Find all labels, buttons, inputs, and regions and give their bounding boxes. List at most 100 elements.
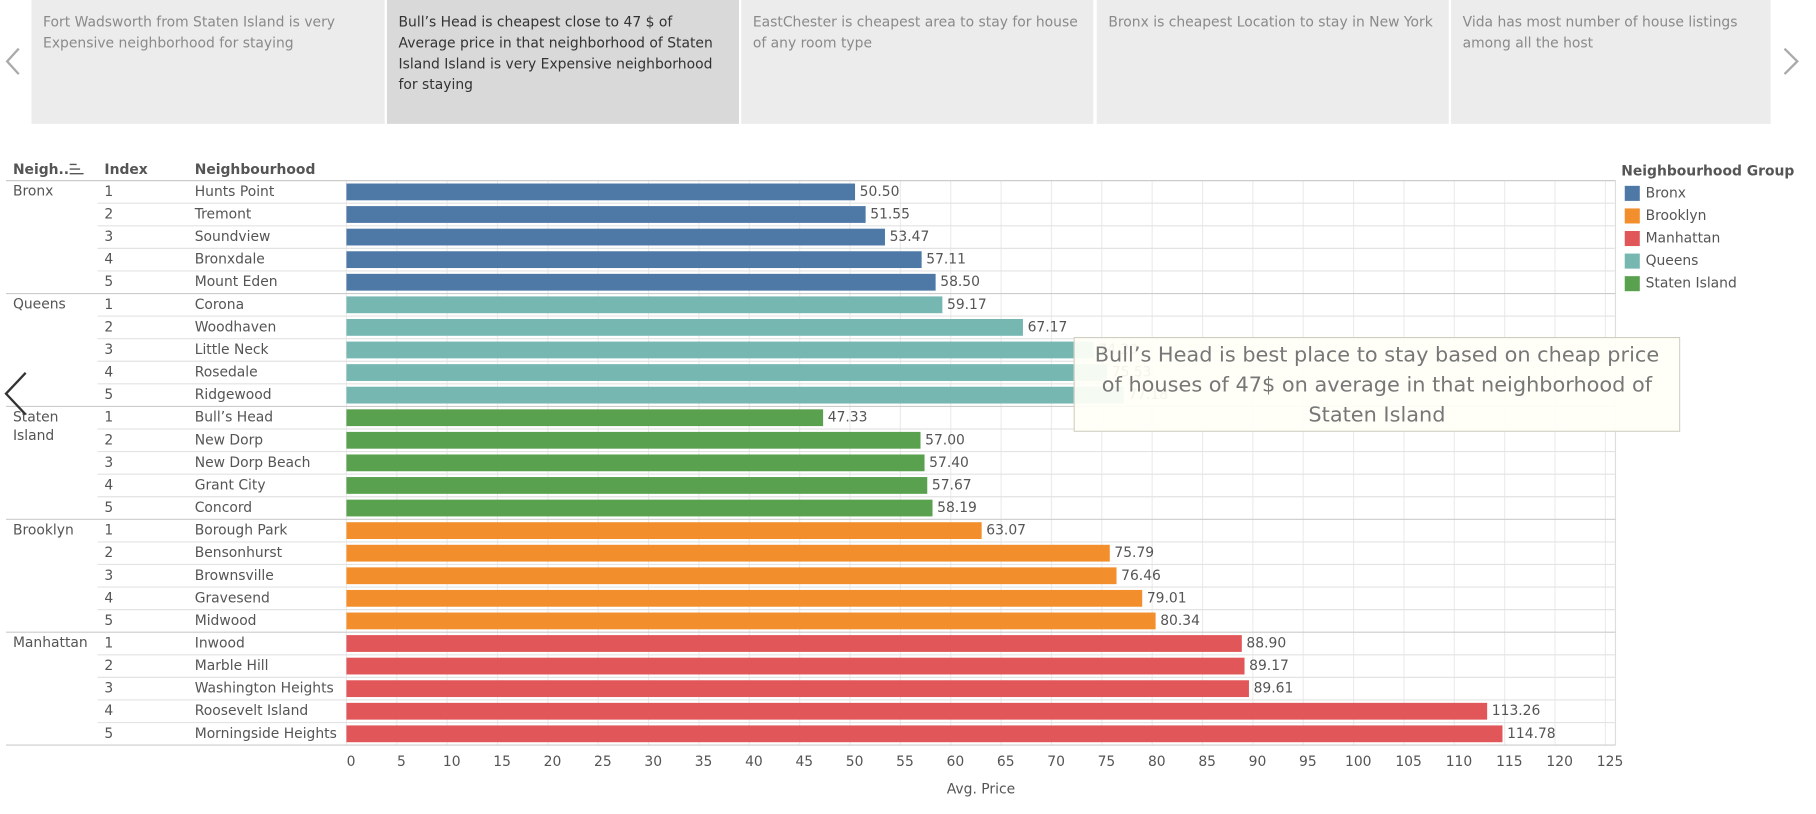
legend-label[interactable]: Brooklyn	[1646, 208, 1707, 224]
bar[interactable]	[346, 251, 922, 269]
bar[interactable]	[346, 341, 1094, 359]
bar[interactable]	[346, 296, 943, 314]
legend-swatch[interactable]	[1624, 231, 1640, 247]
bar[interactable]	[346, 522, 982, 539]
bar[interactable]	[346, 206, 866, 223]
story-caption[interactable]: Bull’s Head is cheapest close to 47 $ of…	[398, 13, 713, 93]
index-label: 5	[104, 387, 113, 403]
bar[interactable]	[346, 657, 1245, 675]
neighbourhood-label: Rosedale	[195, 365, 258, 381]
neighbourhood-label: Brownsville	[195, 568, 274, 584]
x-tick-label: 75	[1098, 754, 1116, 770]
neighbourhood-label: New Dorp Beach	[195, 455, 311, 471]
legend-label[interactable]: Queens	[1646, 253, 1699, 269]
value-label: 57.11	[926, 252, 966, 268]
next-story-arrow[interactable]	[1783, 47, 1799, 75]
bar[interactable]	[346, 567, 1117, 585]
index-label: 2	[104, 207, 113, 223]
x-tick-label: 120	[1546, 754, 1572, 770]
group-label: Manhattan	[13, 635, 88, 651]
bar[interactable]	[346, 612, 1156, 630]
legend-swatch[interactable]	[1624, 276, 1640, 292]
bar[interactable]	[346, 273, 936, 291]
x-tick-label: 85	[1198, 754, 1216, 770]
bar[interactable]	[346, 680, 1249, 698]
x-tick-label: 80	[1148, 754, 1166, 770]
bar[interactable]	[346, 183, 856, 201]
story-point[interactable]	[1451, 0, 1771, 124]
index-label: 4	[104, 703, 113, 719]
bar[interactable]	[346, 386, 1124, 404]
bar[interactable]	[346, 499, 933, 517]
story-caption-box[interactable]: EastChester is cheapest area to stay for…	[741, 0, 1093, 124]
bar[interactable]	[346, 544, 1110, 562]
bar[interactable]	[346, 477, 928, 494]
value-label: 57.40	[929, 455, 969, 471]
value-label: 58.19	[937, 500, 977, 516]
index-label: 1	[104, 523, 113, 539]
story-point[interactable]	[386, 0, 739, 124]
neighbourhood-label: Soundview	[195, 229, 271, 245]
neighbourhood-label: Concord	[195, 500, 252, 516]
story-caption-box[interactable]: Bull’s Head is cheapest close to 47 $ of…	[387, 0, 739, 124]
x-tick-label: 125	[1597, 754, 1623, 770]
value-label: 88.90	[1246, 636, 1286, 652]
story-point[interactable]	[31, 0, 385, 124]
value-label: 89.61	[1254, 681, 1294, 697]
bar[interactable]	[346, 702, 1488, 720]
prev-story-arrow[interactable]	[5, 47, 20, 75]
bar[interactable]	[346, 319, 1023, 336]
group-label: Staten Island	[13, 409, 59, 444]
index-label: 5	[104, 274, 113, 290]
story-caption[interactable]: EastChester is cheapest area to stay for…	[752, 13, 1078, 51]
index-label: 2	[104, 432, 113, 448]
neighbourhood-label: Bronxdale	[195, 252, 265, 268]
value-label: 67.17	[1028, 319, 1068, 335]
x-axis-label: Avg. Price	[947, 782, 1015, 798]
x-tick-label: 100	[1345, 754, 1371, 770]
bar[interactable]	[346, 454, 925, 472]
back-arrow[interactable]	[4, 372, 27, 416]
x-tick-label: 55	[896, 754, 914, 770]
x-tick-label: 110	[1446, 754, 1472, 770]
value-label: 47.33	[828, 410, 868, 426]
story-caption[interactable]: Bronx is cheapest Location to stay in Ne…	[1108, 13, 1433, 31]
bar[interactable]	[346, 431, 921, 449]
story-caption-box[interactable]: Vida has most number of house listings a…	[1451, 0, 1771, 124]
bar[interactable]	[346, 364, 1108, 381]
column-header: Neigh..	[13, 162, 69, 178]
bar[interactable]	[346, 635, 1242, 652]
legend-swatch[interactable]	[1624, 185, 1640, 201]
story-caption[interactable]: Fort Wadsworth from Staten Island is ver…	[43, 13, 336, 51]
bar[interactable]	[346, 725, 1503, 743]
legend-swatch[interactable]	[1624, 208, 1640, 224]
story-point[interactable]	[1096, 0, 1449, 124]
x-tick-label: 45	[795, 754, 813, 770]
story-point[interactable]	[741, 0, 1094, 124]
legend-label[interactable]: Staten Island	[1646, 276, 1737, 292]
bar[interactable]	[346, 409, 824, 427]
legend-swatch[interactable]	[1624, 253, 1640, 269]
index-label: 1	[104, 410, 113, 426]
neighbourhood-label: Marble Hill	[195, 658, 269, 674]
x-tick-label: 15	[493, 754, 511, 770]
story-caption[interactable]: Vida has most number of house listings a…	[1462, 13, 1738, 51]
index-label: 2	[104, 658, 113, 674]
bar[interactable]	[346, 228, 885, 246]
x-tick-label: 25	[594, 754, 612, 770]
neighbourhood-label: Mount Eden	[195, 274, 278, 290]
bar[interactable]	[346, 589, 1143, 607]
index-label: 2	[104, 319, 113, 335]
neighbourhood-label: Little Neck	[195, 342, 269, 358]
story-caption-box[interactable]: Fort Wadsworth from Staten Island is ver…	[31, 0, 384, 124]
index-label: 4	[104, 477, 113, 493]
story-caption-box[interactable]: Bronx is cheapest Location to stay in Ne…	[1097, 0, 1449, 124]
sort-icon[interactable]	[69, 163, 84, 175]
neighbourhood-label: New Dorp	[195, 432, 264, 448]
legend-label[interactable]: Manhattan	[1646, 231, 1721, 247]
neighbourhood-label: Borough Park	[195, 523, 288, 539]
x-tick-label: 20	[544, 754, 562, 770]
index-label: 3	[104, 229, 113, 245]
legend-label[interactable]: Bronx	[1646, 185, 1686, 201]
